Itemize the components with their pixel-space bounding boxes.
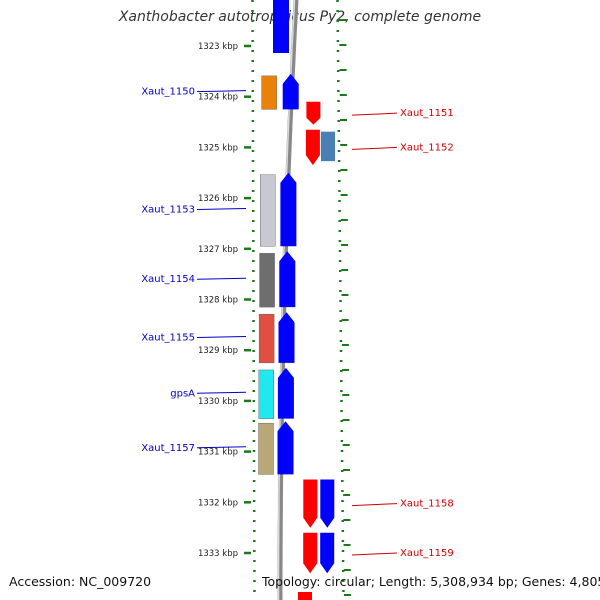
gene-gpsA bbox=[258, 369, 274, 419]
leader-line-Xaut_1159 bbox=[351, 552, 398, 556]
cds-Xaut_1153 bbox=[280, 172, 297, 247]
cds-Xaut_1159 bbox=[303, 532, 318, 574]
gene-Xaut_1153 bbox=[260, 174, 276, 247]
accession-text: Accession: NC_009720 bbox=[9, 574, 152, 589]
gene-partial-cds bbox=[273, 0, 289, 53]
gene-Xaut_1155 bbox=[258, 313, 275, 364]
scale-tick-label: 1327 kbp bbox=[198, 245, 238, 255]
leader-line-Xaut_1155 bbox=[196, 336, 247, 339]
gene-label-Xaut_1158: Xaut_1158 bbox=[400, 499, 454, 510]
cds-pair-Xaut_1159 bbox=[320, 532, 335, 574]
leader-line-Xaut_1158 bbox=[351, 503, 398, 507]
gene-Xaut_1150 bbox=[261, 75, 277, 110]
gene-label-Xaut_1155: Xaut_1155 bbox=[141, 333, 195, 344]
cds-Xaut_1151 bbox=[306, 101, 321, 125]
topology-text: Topology: circular; Length: 5,308,934 bp… bbox=[262, 574, 600, 589]
scale-tick-label: 1331 kbp bbox=[198, 448, 238, 458]
cds-Xaut_1154 bbox=[279, 251, 296, 308]
gene-Xaut_1152 bbox=[321, 131, 335, 162]
scale-tick-labels: 1323 kbp 1324 kbp 1325 kbp 1326 kbp 1327 kbp… bbox=[198, 42, 251, 559]
cds-gpsA bbox=[277, 367, 294, 419]
gene-Xaut_1154 bbox=[259, 253, 275, 308]
leader-line-Xaut_1152 bbox=[351, 146, 398, 150]
gene-label-Xaut_1154: Xaut_1154 bbox=[141, 274, 195, 285]
cds-pair-Xaut_1158 bbox=[320, 479, 335, 528]
map-title: Xanthobacter autotrophicus Py2, complete… bbox=[118, 9, 482, 25]
leader-line-Xaut_1151 bbox=[351, 112, 398, 116]
scale-rulers bbox=[251, 0, 351, 600]
left-ruler bbox=[251, 0, 256, 600]
gene-label-gpsA: gpsA bbox=[170, 388, 195, 399]
cds-Xaut_1155 bbox=[278, 312, 295, 363]
leader-line-Xaut_1150 bbox=[196, 90, 247, 93]
right-ruler bbox=[336, 0, 345, 600]
gene-label-Xaut_1150: Xaut_1150 bbox=[141, 87, 195, 98]
leader-line-gpsA bbox=[196, 391, 247, 394]
gene-label-Xaut_1152: Xaut_1152 bbox=[400, 142, 454, 153]
scale-tick-label: 1330 kbp bbox=[198, 397, 238, 407]
leader-line-Xaut_1157 bbox=[196, 446, 247, 449]
cds-Xaut_1150 bbox=[282, 73, 299, 110]
gene-labels: Xaut_1150 Xaut_1151 Xaut_1152 Xaut_1153 Xaut… bbox=[141, 87, 453, 559]
leader-line-Xaut_1153 bbox=[196, 208, 247, 211]
cds-Xaut_1157 bbox=[277, 421, 294, 475]
gene-label-Xaut_1151: Xaut_1151 bbox=[400, 108, 454, 119]
gene-label-Xaut_1159: Xaut_1159 bbox=[400, 548, 454, 559]
cds-Xaut_1158 bbox=[303, 479, 318, 528]
scale-tick-label: 1323 kbp bbox=[198, 42, 238, 52]
scale-tick-label: 1332 kbp bbox=[198, 498, 238, 508]
scale-tick-label: 1328 kbp bbox=[198, 296, 238, 306]
gene-label-Xaut_1157: Xaut_1157 bbox=[141, 443, 195, 454]
scale-tick-label: 1333 kbp bbox=[198, 549, 238, 559]
scale-tick-label: 1325 kbp bbox=[198, 143, 238, 153]
gene-label-Xaut_1153: Xaut_1153 bbox=[141, 205, 195, 216]
gene-partial-cds-bottom bbox=[298, 592, 312, 600]
gene-Xaut_1157 bbox=[258, 422, 274, 475]
leader-line-Xaut_1154 bbox=[196, 277, 247, 280]
cds-Xaut_1152 bbox=[305, 129, 320, 166]
scale-tick-label: 1326 kbp bbox=[198, 194, 238, 204]
gene-features bbox=[258, 0, 335, 600]
scale-tick-label: 1329 kbp bbox=[198, 346, 238, 356]
scale-tick-label: 1324 kbp bbox=[198, 93, 238, 103]
